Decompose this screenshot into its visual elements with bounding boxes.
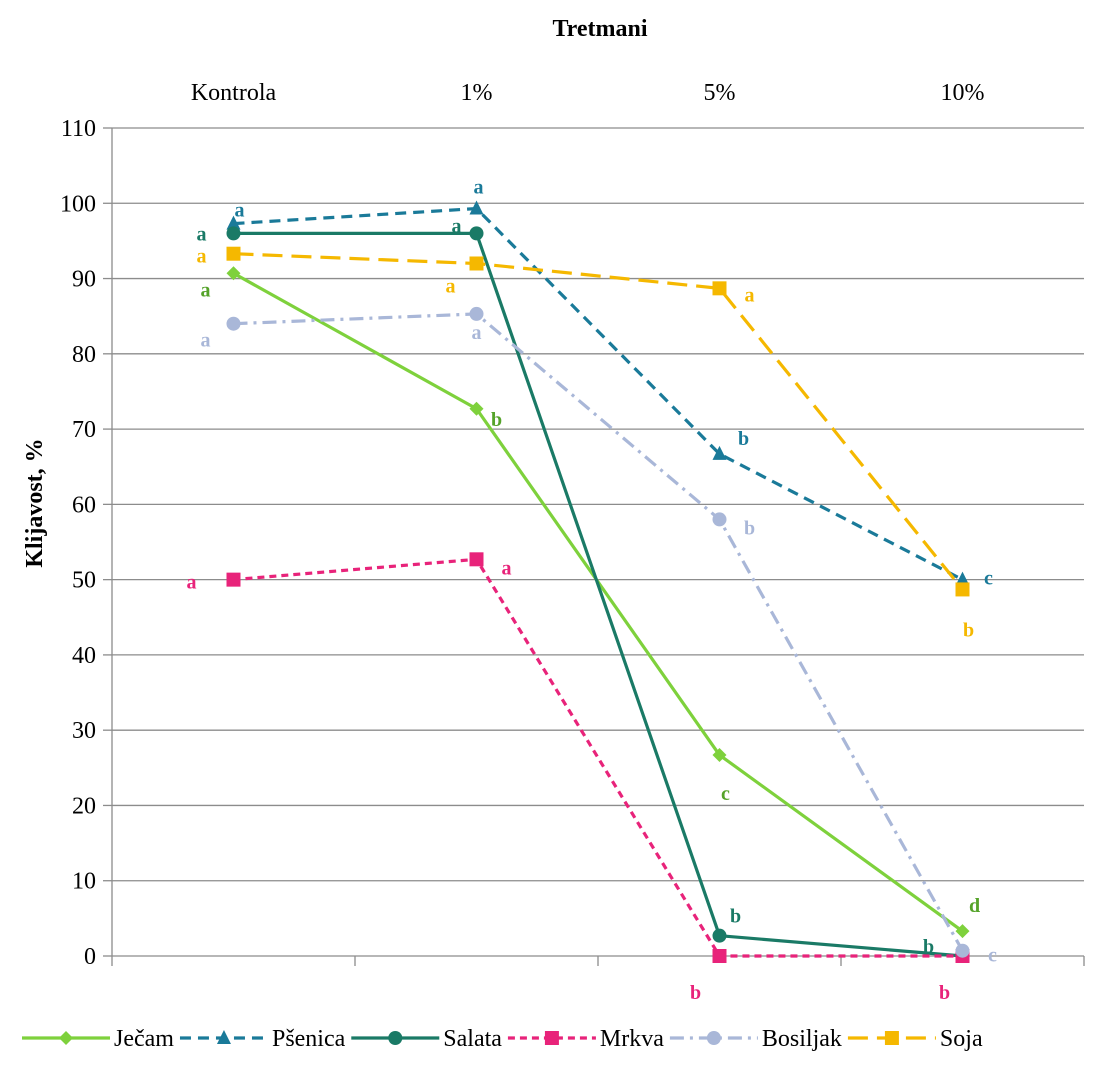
data-point — [226, 316, 241, 331]
significance-label: b — [939, 982, 950, 1004]
significance-label: a — [474, 177, 484, 199]
legend-label: Pšenica — [272, 1026, 346, 1052]
y-tick-label: 100 — [60, 191, 96, 217]
significance-label: a — [452, 215, 462, 237]
series-line-5 — [233, 252, 964, 591]
data-point — [712, 949, 727, 963]
significance-label: a — [235, 200, 245, 222]
significance-label: a — [446, 275, 456, 297]
legend-marker — [59, 1031, 73, 1045]
significance-label: b — [738, 428, 749, 450]
data-point — [226, 572, 241, 587]
y-tick-label: 40 — [72, 643, 96, 669]
data-point — [226, 215, 241, 230]
legend-item: Soja — [847, 1026, 983, 1052]
significance-label: a — [745, 284, 755, 306]
significance-label: c — [721, 783, 730, 805]
data-point — [469, 401, 484, 416]
significance-label: a — [201, 330, 211, 352]
data-point — [712, 445, 727, 460]
x-category-label: 1% — [461, 80, 493, 106]
legend-marker — [216, 1030, 231, 1044]
significance-label: a — [472, 322, 482, 344]
series-line-0 — [232, 271, 964, 933]
y-tick-label: 110 — [61, 116, 96, 142]
legend-marker — [884, 1031, 899, 1045]
legend-marker — [544, 1031, 559, 1045]
significance-label: b — [730, 906, 741, 928]
y-tick-label: 70 — [72, 417, 96, 443]
legend: Ječam Pšenica Salata Mrkva Bosiljak Soja — [22, 1026, 983, 1052]
legend-label: Soja — [940, 1026, 983, 1052]
series-lines — [232, 206, 964, 958]
legend-label: Ječam — [114, 1026, 174, 1052]
data-point — [955, 943, 970, 958]
significance-label: c — [988, 945, 997, 967]
legend-label: Mrkva — [600, 1026, 664, 1052]
gridlines — [112, 127, 1084, 882]
data-point — [712, 748, 727, 763]
data-point — [955, 571, 970, 586]
legend-item: Ječam — [22, 1026, 174, 1052]
data-point — [226, 226, 241, 241]
series-markers — [226, 200, 970, 963]
legend-marker — [706, 1031, 721, 1045]
x-category-label: 5% — [704, 80, 736, 106]
y-tick-label: 20 — [72, 793, 96, 819]
legend-item: Salata — [351, 1026, 502, 1052]
series-line-1 — [233, 206, 964, 582]
data-point — [469, 256, 484, 271]
data-point — [469, 552, 484, 567]
significance-label: b — [923, 936, 934, 958]
data-point — [955, 582, 970, 597]
y-tick-label: 60 — [72, 492, 96, 518]
data-point — [469, 306, 484, 321]
y-axis-title: Klijavost, % — [22, 438, 48, 567]
legend-item: Bosiljak — [669, 1026, 842, 1052]
significance-label: a — [197, 246, 207, 268]
legend-label: Salata — [443, 1026, 502, 1052]
legend-item: Mrkva — [507, 1026, 664, 1052]
y-tick-label: 10 — [72, 869, 96, 895]
axes: 0 10 20 30 40 50 60 70 80 90 100 110 Kontrola 1% 5% 10% — [60, 80, 1085, 970]
data-point — [955, 924, 970, 939]
y-tick-label: 30 — [72, 718, 96, 744]
significance-label: a — [502, 557, 512, 579]
series-line-3 — [233, 557, 963, 958]
data-point — [712, 928, 727, 943]
significance-label: b — [963, 619, 974, 641]
data-point — [469, 226, 484, 241]
significance-label: d — [969, 895, 980, 917]
series-line-4 — [233, 312, 964, 952]
data-point — [226, 246, 241, 261]
legend-item: Pšenica — [179, 1026, 346, 1052]
data-point — [712, 512, 727, 527]
series-line-2 — [233, 231, 963, 958]
legend-marker — [388, 1031, 403, 1045]
data-point — [226, 266, 241, 281]
significance-label: a — [201, 279, 211, 301]
legend-label: Bosiljak — [762, 1026, 842, 1052]
significance-label: a — [197, 223, 207, 245]
significance-label: b — [491, 409, 502, 431]
x-category-label: Kontrola — [191, 80, 277, 106]
y-tick-label: 50 — [72, 568, 96, 594]
y-tick-label: 90 — [72, 267, 96, 293]
y-tick-label: 0 — [84, 944, 96, 970]
x-axis-title: Tretmani — [552, 16, 647, 42]
y-tick-label: 80 — [72, 342, 96, 368]
significance-label: a — [187, 572, 197, 594]
data-point — [712, 281, 727, 296]
significance-label: b — [690, 982, 701, 1004]
significance-label: c — [984, 568, 993, 590]
significance-label: b — [744, 517, 755, 539]
data-point — [469, 200, 484, 215]
x-category-label: 10% — [941, 80, 985, 106]
